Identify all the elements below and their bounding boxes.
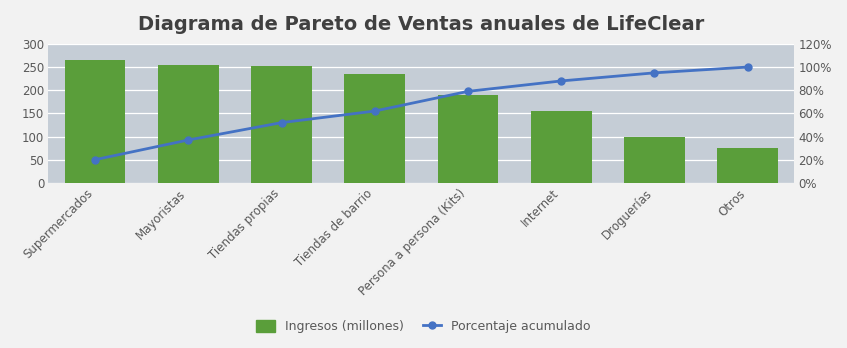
- Bar: [438, 95, 498, 183]
- Legend: Ingresos (millones), Porcentaje acumulado: Ingresos (millones), Porcentaje acumulad…: [252, 315, 595, 338]
- Bar: [252, 66, 312, 183]
- Bar: [717, 148, 778, 183]
- Bar: [624, 136, 684, 183]
- Bar: [531, 111, 591, 183]
- Bar: [64, 60, 125, 183]
- Title: Diagrama de Pareto de Ventas anuales de LifeClear: Diagrama de Pareto de Ventas anuales de …: [138, 15, 705, 34]
- Bar: [345, 74, 405, 183]
- Bar: [158, 65, 219, 183]
